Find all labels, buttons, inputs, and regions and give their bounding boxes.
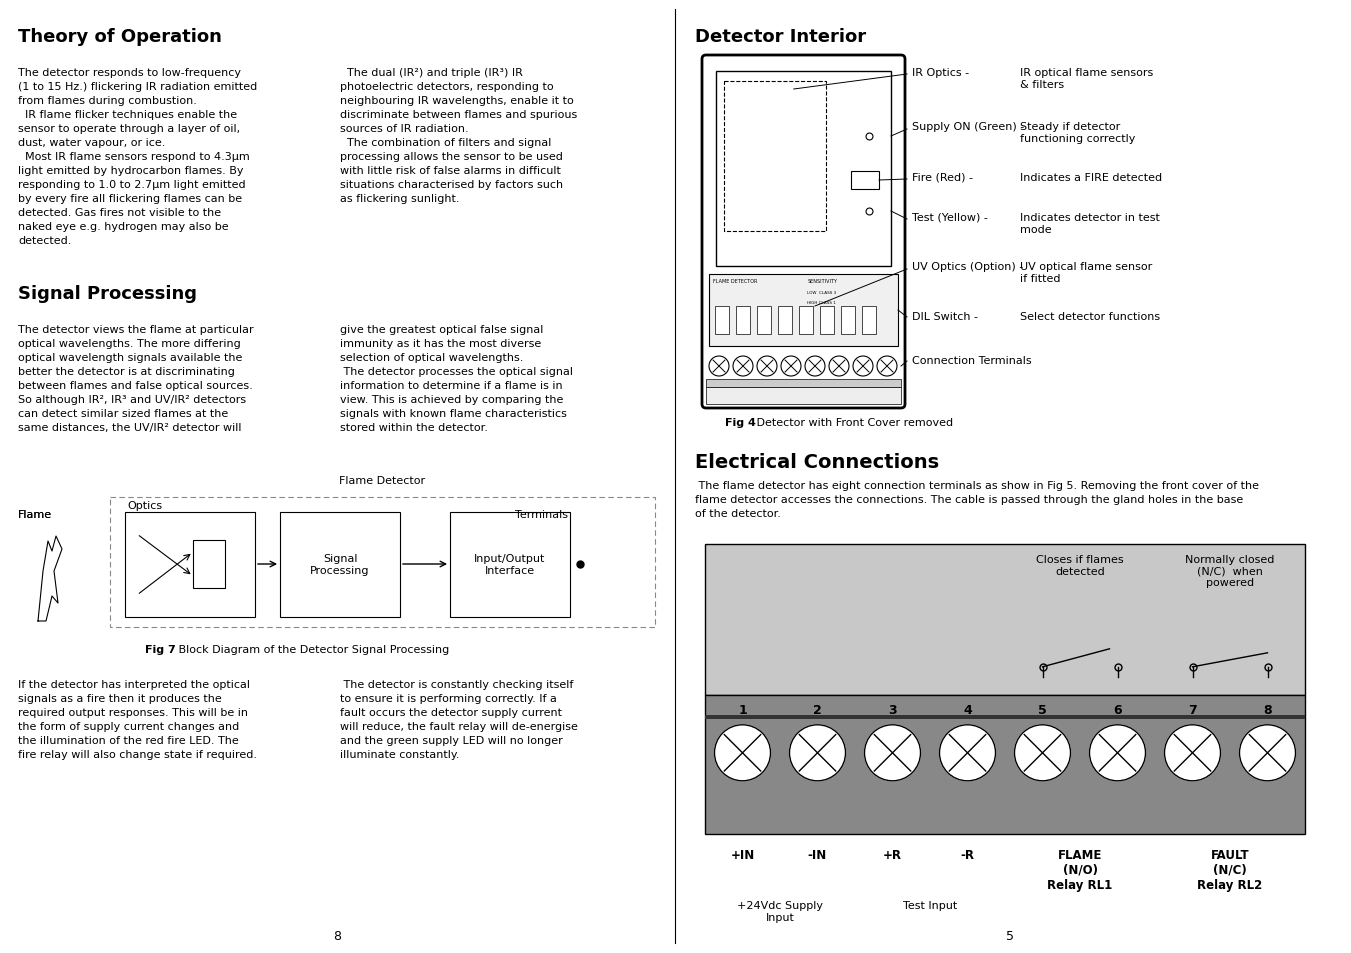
Text: Indicates a FIRE detected: Indicates a FIRE detected	[1020, 172, 1162, 183]
Bar	[820, 307, 834, 335]
Text: FAULT
(N/C)
Relay RL2: FAULT (N/C) Relay RL2	[1197, 848, 1263, 891]
Text: 5: 5	[1006, 929, 1015, 942]
Text: Terminals: Terminals	[515, 510, 567, 519]
Text: 5: 5	[1038, 703, 1047, 716]
Circle shape	[1239, 725, 1296, 781]
Text: Flame: Flame	[18, 510, 53, 519]
Text: The detector responds to low-frequency
(1 to 15 Hz.) flickering IR radiation emi: The detector responds to low-frequency (…	[18, 68, 257, 246]
Text: 1: 1	[738, 703, 747, 716]
Circle shape	[715, 725, 770, 781]
Bar	[707, 388, 901, 405]
Text: Signal
Processing: Signal Processing	[311, 554, 370, 576]
Bar	[724, 276, 815, 336]
Bar	[709, 274, 898, 347]
Bar	[724, 82, 825, 232]
Text: Steady if detector
functioning correctly: Steady if detector functioning correctly	[1020, 122, 1135, 144]
Text: 8: 8	[1263, 703, 1271, 716]
Text: Input/Output
Interface: Input/Output Interface	[474, 554, 546, 576]
Circle shape	[865, 725, 920, 781]
Circle shape	[939, 725, 996, 781]
Bar	[705, 715, 1305, 720]
Text: Indicates detector in test
mode: Indicates detector in test mode	[1020, 213, 1161, 234]
Text: Supply ON (Green) -: Supply ON (Green) -	[912, 122, 1024, 132]
Bar	[193, 540, 226, 588]
Text: +IN: +IN	[731, 848, 755, 862]
Text: 4: 4	[963, 703, 971, 716]
Bar	[450, 513, 570, 618]
Bar	[707, 379, 901, 388]
Text: Detector with Front Cover removed: Detector with Front Cover removed	[753, 417, 952, 428]
Text: 7: 7	[1188, 703, 1197, 716]
Text: UV Optics (Option) -: UV Optics (Option) -	[912, 262, 1023, 272]
Bar	[716, 71, 892, 267]
Text: IR optical flame sensors
& filters: IR optical flame sensors & filters	[1020, 68, 1154, 90]
Text: Detector Interior: Detector Interior	[694, 28, 866, 46]
Circle shape	[1089, 725, 1146, 781]
Bar	[842, 307, 855, 335]
Bar	[851, 172, 880, 190]
Text: Theory of Operation: Theory of Operation	[18, 28, 222, 46]
Text: Flame Detector: Flame Detector	[339, 476, 426, 485]
Text: LOW  CLASS 3: LOW CLASS 3	[808, 291, 836, 294]
Text: DIL Switch -: DIL Switch -	[912, 312, 978, 322]
Text: 8: 8	[332, 929, 340, 942]
Bar	[778, 307, 792, 335]
Bar	[705, 695, 1305, 834]
Bar	[757, 307, 771, 335]
Bar	[109, 497, 655, 627]
Text: The dual (IR²) and triple (IR³) IR
photoelectric detectors, responding to
neighb: The dual (IR²) and triple (IR³) IR photo…	[340, 68, 577, 204]
Text: FLAME DETECTOR: FLAME DETECTOR	[713, 278, 758, 284]
Text: +24Vdc Supply
Input: +24Vdc Supply Input	[738, 900, 823, 922]
Text: 3: 3	[888, 703, 897, 716]
Text: FLAME
(N/O)
Relay RL1: FLAME (N/O) Relay RL1	[1047, 848, 1113, 891]
Text: Closes if flames
detected: Closes if flames detected	[1036, 555, 1124, 576]
Text: Fire (Red) -: Fire (Red) -	[912, 172, 973, 183]
Text: The detector is constantly checking itself
to ensure it is performing correctly.: The detector is constantly checking itse…	[340, 679, 578, 760]
Text: Block Diagram of the Detector Signal Processing: Block Diagram of the Detector Signal Pro…	[176, 644, 450, 655]
Text: 6: 6	[1113, 703, 1121, 716]
Text: +R: +R	[884, 848, 902, 862]
Bar	[798, 307, 813, 335]
Circle shape	[1165, 725, 1220, 781]
Text: HIGH CLASS 1: HIGH CLASS 1	[808, 301, 836, 305]
Text: Fig 7: Fig 7	[145, 644, 176, 655]
Text: give the greatest optical false signal
immunity as it has the most diverse
selec: give the greatest optical false signal i…	[340, 325, 573, 433]
Text: Optics: Optics	[127, 500, 162, 511]
Circle shape	[1015, 725, 1070, 781]
Text: -R: -R	[961, 848, 974, 862]
Text: Select detector functions: Select detector functions	[1020, 312, 1161, 322]
Text: Flame: Flame	[18, 510, 53, 519]
Text: The flame detector has eight connection terminals as show in Fig 5. Removing the: The flame detector has eight connection …	[694, 480, 1259, 518]
Bar	[736, 307, 750, 335]
Text: Electrical Connections: Electrical Connections	[694, 453, 939, 472]
Text: Signal Processing: Signal Processing	[18, 285, 197, 303]
Text: -IN: -IN	[808, 848, 827, 862]
Bar	[705, 544, 1305, 695]
Text: The detector views the flame at particular
optical wavelengths. The more differi: The detector views the flame at particul…	[18, 325, 254, 433]
Bar	[280, 513, 400, 618]
Text: Test Input: Test Input	[902, 900, 957, 910]
Text: SENSITIVITY: SENSITIVITY	[808, 278, 838, 284]
Circle shape	[789, 725, 846, 781]
Text: Fig 4: Fig 4	[725, 417, 755, 428]
Text: Connection Terminals: Connection Terminals	[912, 355, 1032, 366]
Bar	[126, 513, 255, 618]
Text: Test (Yellow) -: Test (Yellow) -	[912, 213, 988, 223]
Text: 2: 2	[813, 703, 821, 716]
Bar	[862, 307, 875, 335]
Text: IR Optics -: IR Optics -	[912, 68, 969, 78]
Text: Normally closed
(N/C)  when
powered: Normally closed (N/C) when powered	[1185, 555, 1275, 588]
Text: UV optical flame sensor
if fitted: UV optical flame sensor if fitted	[1020, 262, 1152, 283]
Text: If the detector has interpreted the optical
signals as a fire then it produces t: If the detector has interpreted the opti…	[18, 679, 257, 760]
Bar	[715, 307, 730, 335]
